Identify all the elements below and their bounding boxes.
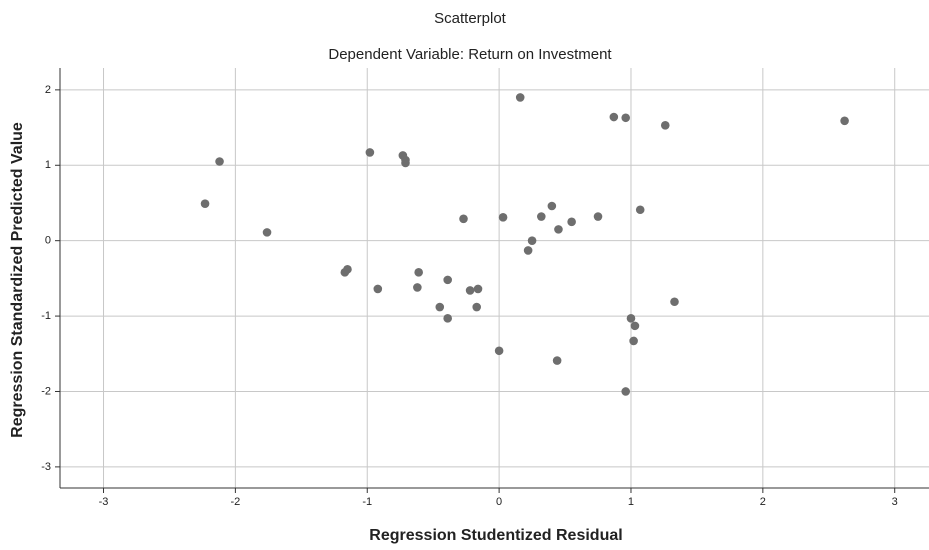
point bbox=[629, 337, 638, 346]
x-tick-label: 1 bbox=[628, 496, 634, 508]
y-tick-label: 1 bbox=[45, 159, 51, 171]
point bbox=[413, 283, 422, 292]
point bbox=[528, 236, 537, 245]
point bbox=[435, 303, 444, 312]
point bbox=[548, 202, 557, 211]
point bbox=[215, 157, 224, 166]
y-tick-label: 0 bbox=[45, 235, 51, 247]
chart-title: Scatterplot bbox=[434, 10, 507, 27]
y-tick-label: -3 bbox=[41, 461, 51, 473]
y-tick-label: -2 bbox=[41, 385, 51, 397]
point bbox=[495, 346, 504, 355]
point bbox=[594, 212, 603, 221]
point bbox=[524, 246, 533, 255]
point bbox=[670, 297, 679, 306]
point bbox=[610, 113, 619, 122]
point bbox=[567, 218, 576, 227]
point bbox=[366, 148, 375, 157]
point bbox=[631, 322, 640, 331]
x-tick-label: 3 bbox=[892, 496, 898, 508]
point bbox=[459, 215, 468, 224]
point bbox=[516, 93, 525, 102]
point bbox=[373, 285, 382, 294]
point bbox=[537, 212, 546, 221]
point bbox=[443, 276, 452, 285]
point bbox=[627, 314, 636, 323]
point bbox=[201, 199, 210, 208]
point bbox=[554, 225, 563, 234]
point bbox=[263, 228, 272, 237]
x-tick-label: -3 bbox=[99, 496, 109, 508]
chart-subtitle: Dependent Variable: Return on Investment bbox=[328, 46, 612, 63]
x-tick-label: -1 bbox=[362, 496, 372, 508]
x-tick-label: -2 bbox=[230, 496, 240, 508]
point bbox=[414, 268, 423, 277]
x-axis-title: Regression Studentized Residual bbox=[369, 527, 622, 544]
point bbox=[661, 121, 670, 130]
point bbox=[636, 205, 645, 214]
point bbox=[443, 314, 452, 323]
x-tick-label: 2 bbox=[760, 496, 766, 508]
point bbox=[499, 213, 508, 222]
point bbox=[466, 286, 475, 295]
y-tick-label: -1 bbox=[41, 310, 51, 322]
point bbox=[472, 303, 481, 312]
point bbox=[343, 265, 352, 274]
point bbox=[840, 116, 849, 125]
y-axis-title: Regression Standardized Predicted Value bbox=[9, 122, 26, 438]
chart: Scatterplot Dependent Variable: Return o… bbox=[0, 0, 929, 550]
x-tick-label: 0 bbox=[496, 496, 502, 508]
point bbox=[401, 159, 410, 168]
point bbox=[474, 285, 483, 294]
point bbox=[621, 387, 630, 396]
point bbox=[621, 113, 630, 122]
point bbox=[553, 356, 562, 365]
y-tick-label: 2 bbox=[45, 84, 51, 96]
